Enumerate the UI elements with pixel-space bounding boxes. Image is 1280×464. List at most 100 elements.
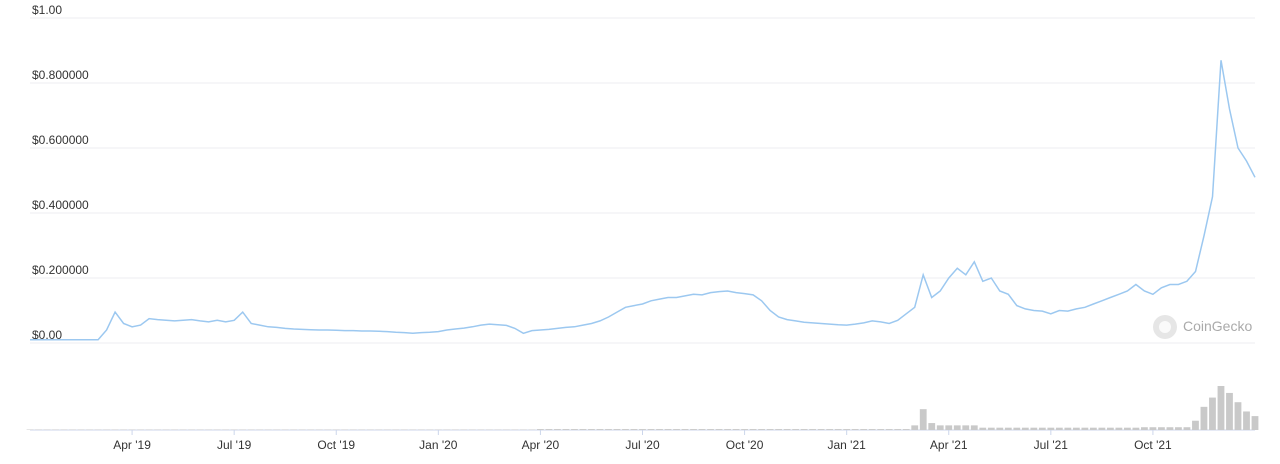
volume-bar (1030, 427, 1038, 430)
volume-bar (715, 429, 723, 430)
x-tick-label: Oct '19 (317, 438, 355, 452)
volume-bar (673, 429, 680, 430)
volume-bar (732, 429, 740, 430)
volume-bar (630, 429, 638, 430)
volume-bar (1166, 427, 1174, 430)
volume-bar (979, 427, 987, 430)
volume-bar (792, 429, 800, 430)
volume-bar (749, 429, 757, 430)
volume-bar (698, 429, 706, 430)
volume-bar (970, 425, 978, 430)
volume-bar (1200, 406, 1208, 430)
volume-bar (817, 429, 825, 430)
volume-bar (1158, 427, 1165, 430)
volume-bar (554, 429, 561, 430)
volume-bar (562, 429, 570, 430)
volume-bar (707, 429, 714, 430)
y-tick-label: $0.200000 (32, 263, 89, 277)
volume-bar (1064, 427, 1072, 430)
volume-bar (681, 429, 689, 430)
volume-bar (639, 429, 646, 430)
volume-bar (945, 425, 953, 430)
volume-bar (800, 429, 808, 430)
volume-bar (996, 427, 1004, 430)
volume-bar (962, 425, 970, 430)
volume-bar (596, 429, 604, 430)
volume-bar (902, 429, 910, 430)
volume-bar (537, 429, 544, 430)
volume-bar (1038, 427, 1046, 430)
volume-bar (877, 429, 885, 430)
volume-bar (1081, 427, 1089, 430)
volume-bar (1243, 411, 1250, 430)
x-tick-label: Apr '19 (113, 438, 151, 452)
volume-bar (894, 429, 902, 430)
volume-bar (647, 429, 655, 430)
volume-bar (724, 429, 731, 430)
volume-bar (656, 429, 663, 430)
volume-bar (919, 409, 927, 430)
x-tick-label: Apr '20 (522, 438, 560, 452)
volume-bar (826, 429, 834, 430)
x-tick-label: Apr '21 (930, 438, 968, 452)
volume-bar (928, 423, 936, 430)
volume-bar (579, 429, 587, 430)
volume-bar (1106, 427, 1114, 430)
volume-bar (545, 429, 553, 430)
volume-bar (1226, 392, 1233, 430)
y-tick-label: $0.600000 (32, 133, 89, 147)
x-tick-label: Jan '20 (419, 438, 458, 452)
x-tick-label: Jul '20 (625, 438, 660, 452)
volume-bar (1055, 427, 1063, 430)
volume-bar (1047, 427, 1055, 430)
x-tick-label: Jan '21 (828, 438, 867, 452)
volume-bar (1004, 427, 1012, 430)
volume-bar (1175, 427, 1182, 430)
volume-bar (843, 429, 851, 430)
volume-bar (622, 429, 629, 430)
volume-bar (1217, 386, 1225, 430)
volume-bar (766, 429, 774, 430)
volume-bar (1132, 427, 1140, 430)
volume-bar (1115, 427, 1123, 430)
volume-bar (1183, 427, 1191, 430)
volume-bar (571, 429, 578, 430)
watermark: CoinGecko (1183, 318, 1252, 334)
volume-bar (1149, 427, 1157, 430)
y-tick-label: $1.00 (32, 3, 62, 17)
price-line (30, 60, 1256, 341)
volume-bar (987, 427, 995, 430)
volume-bar (1234, 402, 1242, 430)
logo-inner (1159, 321, 1171, 333)
x-tick-label: Jul '21 (1034, 438, 1069, 452)
volume-bar (1141, 427, 1148, 430)
volume-bar (1089, 427, 1097, 430)
volume-bar (868, 429, 876, 430)
volume-bar (936, 425, 944, 430)
volume-bar (1209, 397, 1216, 430)
volume-bar (1013, 427, 1021, 430)
volume-bar (885, 429, 893, 430)
y-tick-label: $0.800000 (32, 68, 89, 82)
volume-bar (1072, 427, 1080, 430)
volume-bar (664, 429, 672, 430)
volume-bar (588, 429, 595, 430)
y-tick-label: $0.00 (32, 328, 62, 342)
volume-bar (1021, 427, 1029, 430)
volume-bar (775, 429, 783, 430)
volume-bar (741, 429, 748, 430)
volume-bar (1123, 427, 1131, 430)
volume-bar (911, 425, 919, 430)
volume-bar (758, 429, 765, 430)
volume-bar (690, 429, 697, 430)
volume-bar (783, 429, 791, 430)
x-tick-label: Oct '20 (726, 438, 764, 452)
volume-bar (605, 429, 612, 430)
volume-bar (834, 429, 842, 430)
volume-bar (613, 429, 621, 430)
volume-bar (1251, 416, 1259, 430)
volume-bar (1192, 420, 1199, 430)
volume-bar (851, 429, 859, 430)
volume-bar (860, 429, 868, 430)
